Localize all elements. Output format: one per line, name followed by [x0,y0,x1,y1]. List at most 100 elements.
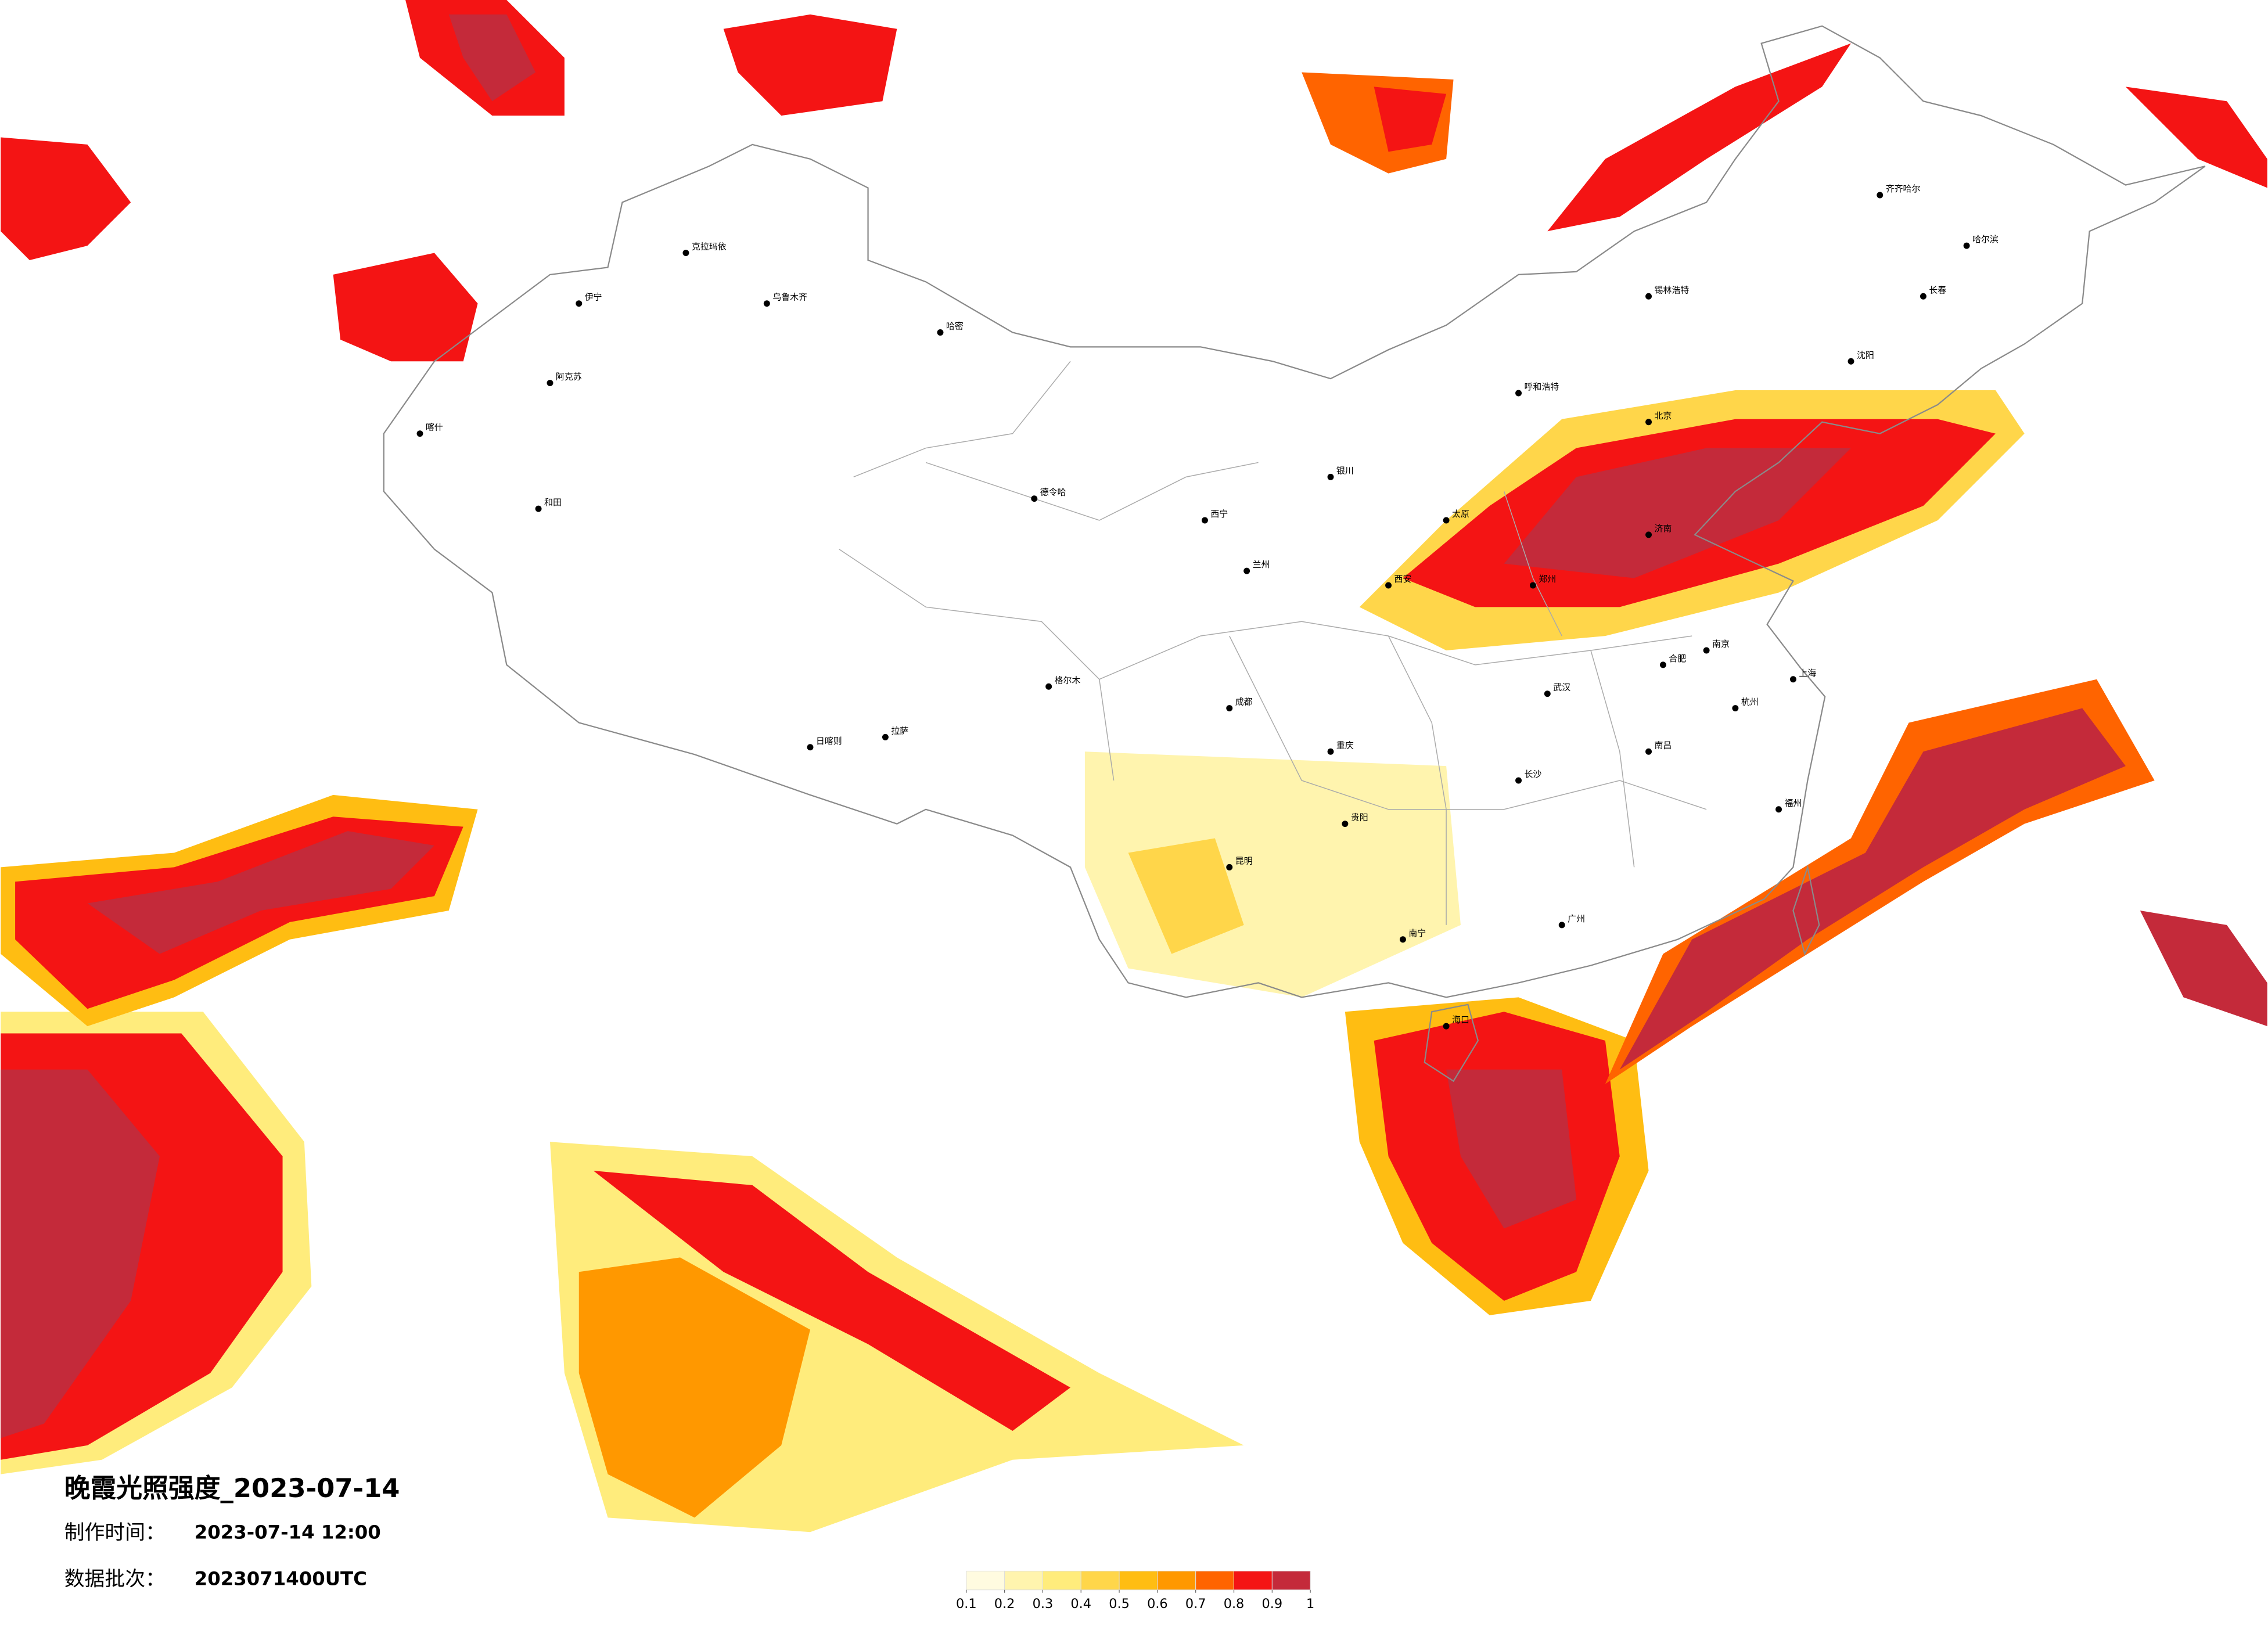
legend-tick-label: 0.3 [1033,1596,1054,1611]
city-label: 格尔木 [1055,675,1081,685]
glow-region [1547,43,1851,232]
city-dot [1226,864,1233,870]
glow-region [578,1257,810,1518]
city-dot [807,744,814,751]
city-dot [1558,922,1565,929]
china-outline [383,25,2206,1082]
city-dot [547,380,553,387]
city-label: 沈阳 [1857,350,1874,360]
city-dot [1645,748,1652,755]
city-label: 北京 [1655,411,1672,421]
city-dot [1443,1023,1450,1030]
glow-region [723,14,897,116]
city-dot [416,430,423,437]
city-dot [1201,517,1208,524]
city-dot [1703,647,1710,654]
legend-tick-label: 0.9 [1262,1596,1283,1611]
legend: 0.1 0.2 0.3 0.4 0.5 0.6 0.7 0.8 0.9 1 [956,1570,1314,1611]
city-label: 福州 [1785,798,1802,808]
city-label: 兰州 [1253,559,1270,570]
city-label: 长春 [1929,285,1946,295]
city-dot [1963,242,1970,249]
city-dot [1544,690,1551,697]
city-label: 南昌 [1655,740,1672,750]
city-label: 广州 [1568,913,1585,924]
glow-layer [1,0,2267,1533]
glow-region [448,14,536,102]
city-dot [1789,676,1796,683]
city-label: 克拉玛依 [692,242,727,252]
city-dot [1385,582,1392,589]
made-time: 2023-07-14 12:00 [195,1521,381,1544]
made-label: 制作时间： [64,1521,166,1545]
city-dot [1920,293,1926,300]
legend-tick-label: 0.4 [1070,1596,1091,1611]
glow-region [87,831,434,954]
glow-region [333,253,478,362]
city-label: 长沙 [1525,769,1542,779]
glow-region [1,1069,160,1438]
legend-swatch [1234,1570,1273,1591]
city-dot [882,733,889,740]
city-label: 和田 [544,497,562,508]
city-label: 乌鲁木齐 [772,292,807,303]
city-label: 银川 [1336,465,1354,476]
city-dot [1645,293,1652,300]
city-label: 重庆 [1336,740,1354,750]
map-title: 晚霞光照强度_2023-07-14 [64,1473,400,1503]
city-label: 武汉 [1553,682,1570,693]
city-dot [1443,517,1450,524]
glow-region [2140,911,2267,1027]
legend-swatch [1042,1570,1081,1591]
city-dot [1529,582,1536,589]
city-label: 合肥 [1669,653,1686,664]
city-label: 拉萨 [891,725,908,736]
city-label: 喀什 [426,422,443,433]
city-label: 济南 [1655,523,1672,534]
legend-tick-label: 0.2 [994,1596,1015,1611]
city-dot [576,300,583,307]
city-label: 上海 [1799,668,1816,678]
legend-tick-label: 0.6 [1147,1596,1168,1611]
city-label: 齐齐哈尔 [1886,184,1921,194]
city-dot [763,300,770,307]
city-dot [1243,567,1250,574]
city-label: 日喀则 [816,736,842,746]
city-label: 呼和浩特 [1525,382,1559,392]
city-label: 西安 [1394,574,1412,584]
legend-swatch [1119,1570,1158,1591]
city-dot [1645,531,1652,538]
city-label: 伊宁 [585,292,602,303]
city-label: 海口 [1452,1015,1469,1025]
glow-region [1504,448,1851,578]
city-label: 南宁 [1408,928,1426,938]
batch-label: 数据批次： [64,1567,166,1591]
city-label: 德令哈 [1040,487,1066,498]
city-dot [1515,777,1522,784]
legend-swatch [966,1570,1005,1591]
glow-region [1,137,131,260]
glow-region [1374,87,1447,152]
city-label: 郑州 [1539,574,1556,584]
city-dot [1732,705,1739,712]
city-dot [1045,683,1052,690]
city-label: 太原 [1452,509,1469,519]
legend-tick-label: 0.1 [956,1596,977,1611]
legend-swatch [1157,1570,1196,1591]
city-dot [1659,661,1666,668]
city-label: 哈尔滨 [1972,234,1999,244]
city-dot [535,505,542,512]
city-label: 哈密 [946,321,964,331]
legend-swatch [1195,1570,1235,1591]
legend-swatch [1080,1570,1120,1591]
city-dot [1877,192,1884,199]
legend-tick-label: 1 [1306,1596,1314,1611]
city-dot [1399,936,1406,943]
glow-region [2125,87,2267,188]
city-dot [1031,495,1038,502]
city-label: 锡林浩特 [1655,285,1690,295]
legend-tick-label: 0.8 [1224,1596,1245,1611]
